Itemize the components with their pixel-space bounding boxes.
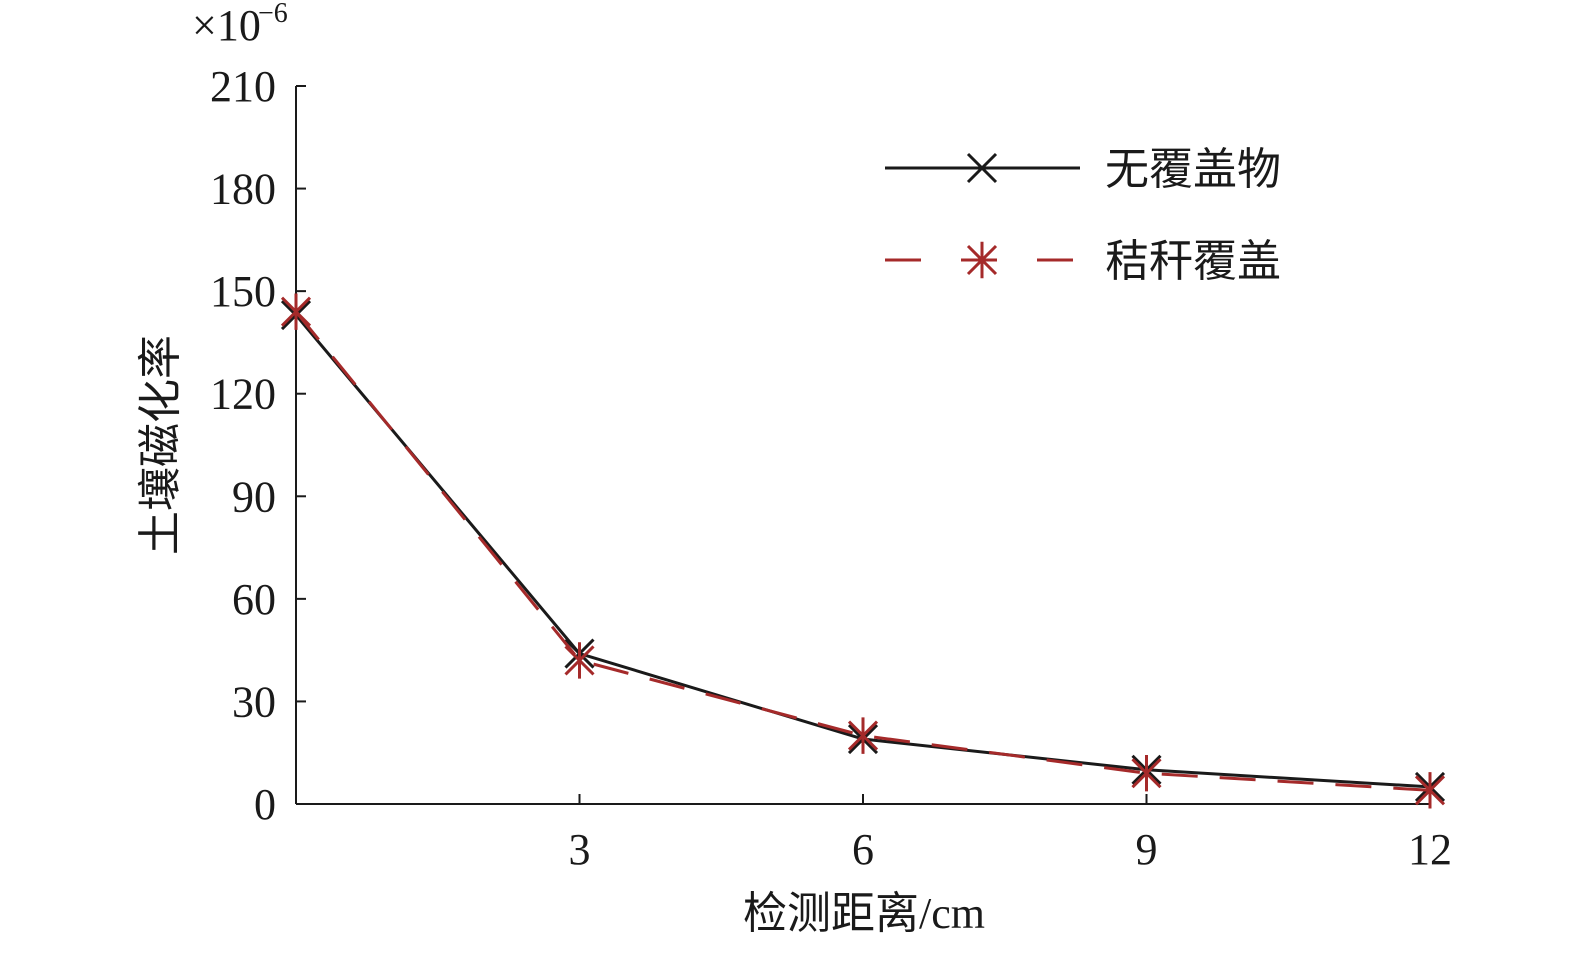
point-marker [847,717,879,754]
series-line [294,310,1431,792]
series-line [294,314,1431,789]
point-marker [1131,755,1162,792]
y-tick-label: 90 [232,472,276,521]
y-tick-label: 120 [210,370,276,419]
point-marker [280,293,312,330]
y-multiplier-exponent: −6 [258,0,288,29]
y-tick-label: 60 [232,575,276,624]
x-tick-label: 3 [569,825,591,874]
x-tick-label: 9 [1136,825,1158,874]
legend-marker [966,241,998,279]
point-marker [564,642,595,679]
y-tick-label: 180 [210,165,276,214]
x-tick-label: 12 [1408,825,1452,874]
y-multiplier: ×10 [192,1,261,50]
point-marker [1414,772,1446,809]
legend-label: 无覆盖物 [1105,145,1281,194]
y-tick-label: 30 [232,677,276,726]
legend-marker [966,152,998,184]
y-tick-label: 150 [210,267,276,316]
y-tick-label: 210 [210,62,276,111]
x-axis-label: 检测距离/cm [743,889,985,938]
y-tick-label: 0 [254,780,276,829]
y-axis-label: 土壤磁化率 [136,335,185,555]
legend-label: 秸秆覆盖 [1105,237,1281,286]
x-tick-label: 6 [852,825,874,874]
